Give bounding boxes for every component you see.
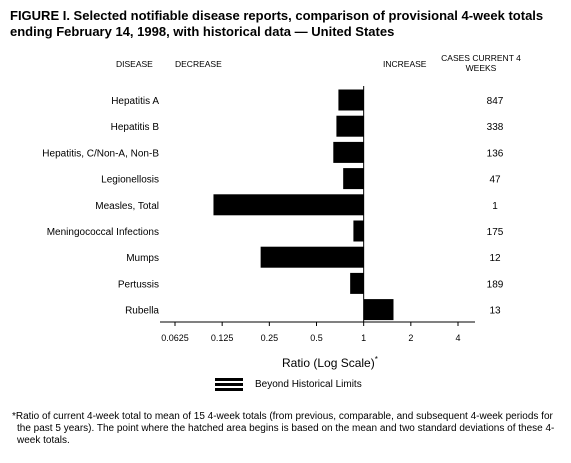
category-label: Hepatitis A (111, 96, 159, 107)
cases-value: 847 (487, 96, 504, 107)
bar-5 (353, 220, 364, 242)
category-label: Hepatitis, C/Non-A, Non-B (42, 148, 159, 159)
cases-value: 47 (489, 175, 501, 186)
x-tick-label: 1 (361, 333, 366, 343)
x-axis-label-text: Ratio (Log Scale) (282, 356, 375, 370)
bar-6 (260, 246, 364, 268)
cases-value: 1 (492, 201, 498, 212)
bar-2 (333, 141, 364, 163)
category-label: Mumps (126, 253, 159, 264)
bar-4 (213, 194, 364, 216)
cases-value: 338 (487, 122, 504, 133)
x-tick-label: 2 (408, 333, 413, 343)
category-label: Legionellosis (101, 175, 159, 186)
category-label: Pertussis (118, 279, 159, 290)
header-increase: INCREASE (383, 59, 427, 69)
bar-0 (338, 89, 364, 111)
x-tick-label: 0.25 (261, 333, 279, 343)
bar-3 (343, 168, 364, 190)
x-tick-label: 4 (455, 333, 460, 343)
header-disease: DISEASE (116, 59, 153, 69)
bar-7 (350, 272, 364, 294)
header-cases: CASES CURRENT 4 WEEKS (441, 53, 521, 73)
category-label: Measles, Total (95, 201, 159, 212)
cases-value: 189 (487, 279, 504, 290)
legend: Beyond Historical Limits (215, 378, 362, 391)
category-label: Rubella (125, 306, 159, 317)
x-tick-label: 0.5 (310, 333, 323, 343)
header-decrease: DECREASE (175, 59, 222, 69)
x-axis-label: Ratio (Log Scale)* (282, 355, 378, 370)
x-tick-label: 0.125 (211, 333, 234, 343)
bar-8 (363, 299, 394, 321)
cases-value: 13 (489, 306, 501, 317)
category-label: Hepatitis B (111, 122, 160, 133)
cases-value: 136 (487, 148, 504, 159)
cases-value: 12 (489, 253, 501, 264)
legend-label: Beyond Historical Limits (255, 379, 362, 390)
category-label: Meningococcal Infections (47, 227, 159, 238)
figure-title: FIGURE I. Selected notifiable disease re… (10, 8, 544, 39)
footnote: *Ratio of current 4-week total to mean o… (12, 411, 555, 446)
cases-value: 175 (487, 227, 504, 238)
bar-1 (336, 115, 364, 137)
hatched-legend-icon (215, 378, 243, 391)
x-tick-label: 0.0625 (161, 333, 189, 343)
x-axis-label-footnote-mark: * (374, 355, 378, 364)
